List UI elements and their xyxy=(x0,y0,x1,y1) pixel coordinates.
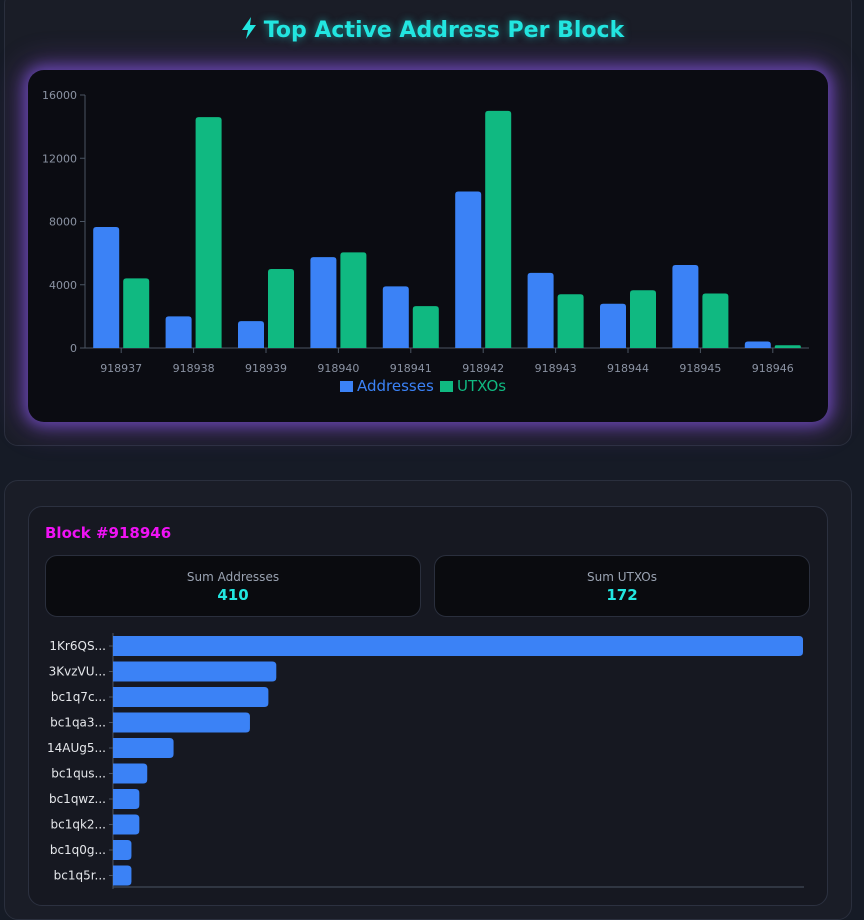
h-category-label: bc1qus... xyxy=(51,767,106,781)
h-category-label: bc1qk2... xyxy=(51,818,107,832)
legend-label-addresses: Addresses xyxy=(357,377,434,395)
bar-addresses-918942 xyxy=(455,191,482,348)
bar-utxos-918945 xyxy=(702,293,729,348)
bar-addresses-918940 xyxy=(310,257,337,348)
x-tick-label: 918941 xyxy=(390,362,432,375)
sum-addresses-label: Sum Addresses xyxy=(186,570,280,584)
h-category-label: 3KvzVU... xyxy=(49,665,106,679)
bar-utxos-918939 xyxy=(268,268,294,348)
h-category-label: bc1q7c... xyxy=(51,690,106,704)
bar-utxos-918942 xyxy=(485,110,512,348)
bar-addresses-918946 xyxy=(744,341,771,348)
bar-addresses-918937 xyxy=(93,227,120,348)
y-tick-label: 0 xyxy=(70,342,77,355)
h-bar-1Kr6QS xyxy=(113,636,803,656)
bar-addresses-918938 xyxy=(165,316,192,348)
h-bar-bc1q0g xyxy=(113,840,132,860)
x-tick-label: 918939 xyxy=(245,362,287,375)
x-tick-label: 918942 xyxy=(462,362,504,375)
y-tick-label: 4000 xyxy=(49,279,77,292)
sum-utxos-label: Sum UTXOs xyxy=(587,570,657,584)
bar-utxos-918941 xyxy=(412,306,439,348)
chart-card: 0 4000 8000 12000 16000 918937 918938 918939 918… xyxy=(28,70,828,422)
bar-addresses-918945 xyxy=(672,264,699,348)
block-title: Block #918946 xyxy=(45,524,172,542)
y-tick-label: 16000 xyxy=(42,89,77,102)
x-tick-label: 918940 xyxy=(317,362,359,375)
sum-utxos-value: 172 xyxy=(606,586,638,604)
h-bar-bc1qa3 xyxy=(113,712,250,733)
h-bar-bc1qwz xyxy=(113,789,140,809)
h-bar-bc1qk2 xyxy=(113,814,140,835)
x-tick-label: 918945 xyxy=(679,362,721,375)
h-bar-14AUg5 xyxy=(113,738,174,758)
address-ranking-chart: 1Kr6QS... 3KvzVU... bc1q7c... bc1qa3... 14AU… xyxy=(47,633,804,889)
h-category-label: bc1q0g... xyxy=(50,843,106,857)
lightning-icon xyxy=(241,17,256,39)
y-tick-label: 8000 xyxy=(49,216,77,229)
legend-swatch-addresses xyxy=(340,381,353,392)
h-category-label: bc1qwz... xyxy=(49,792,106,806)
sum-addresses-value: 410 xyxy=(217,586,249,604)
legend-swatch-utxos xyxy=(440,381,453,392)
x-tick-label: 918943 xyxy=(535,362,577,375)
h-category-label: 14AUg5... xyxy=(47,741,106,755)
bar-addresses-918944 xyxy=(600,303,626,348)
bar-addresses-918941 xyxy=(382,286,409,348)
chart-title-text: Top Active Address Per Block xyxy=(263,18,625,43)
bar-addresses-918943 xyxy=(527,272,554,348)
bar-utxos-918937 xyxy=(123,278,150,348)
sum-utxos-card: Sum UTXOs 172 xyxy=(434,555,810,617)
bar-utxos-918944 xyxy=(630,290,656,348)
bar-utxos-918940 xyxy=(340,252,367,348)
block-activity-chart: 0 4000 8000 12000 16000 918937 918938 918939 918… xyxy=(42,89,809,395)
bar-addresses-918939 xyxy=(238,321,264,348)
chart-title: Top Active Address Per Block xyxy=(0,16,864,43)
h-bar-3KvzVU xyxy=(113,661,277,682)
x-tick-label: 918946 xyxy=(752,362,794,375)
bar-utxos-918938 xyxy=(195,117,222,348)
h-category-label: bc1qa3... xyxy=(50,716,106,730)
bar-utxos-918946 xyxy=(774,345,801,348)
y-tick-label: 12000 xyxy=(42,152,77,165)
h-bar-bc1q5r xyxy=(113,865,132,886)
x-tick-label: 918944 xyxy=(607,362,649,375)
h-category-label: bc1q5r... xyxy=(54,869,106,883)
legend-label-utxos: UTXOs xyxy=(457,377,506,395)
h-category-label: 1Kr6QS... xyxy=(49,639,106,653)
x-tick-label: 918938 xyxy=(173,362,215,375)
h-bar-bc1qus xyxy=(113,763,148,784)
x-tick-label: 918937 xyxy=(100,362,142,375)
h-bar-bc1q7c xyxy=(113,687,269,707)
bar-utxos-918943 xyxy=(557,294,584,348)
sum-addresses-card: Sum Addresses 410 xyxy=(45,555,421,617)
